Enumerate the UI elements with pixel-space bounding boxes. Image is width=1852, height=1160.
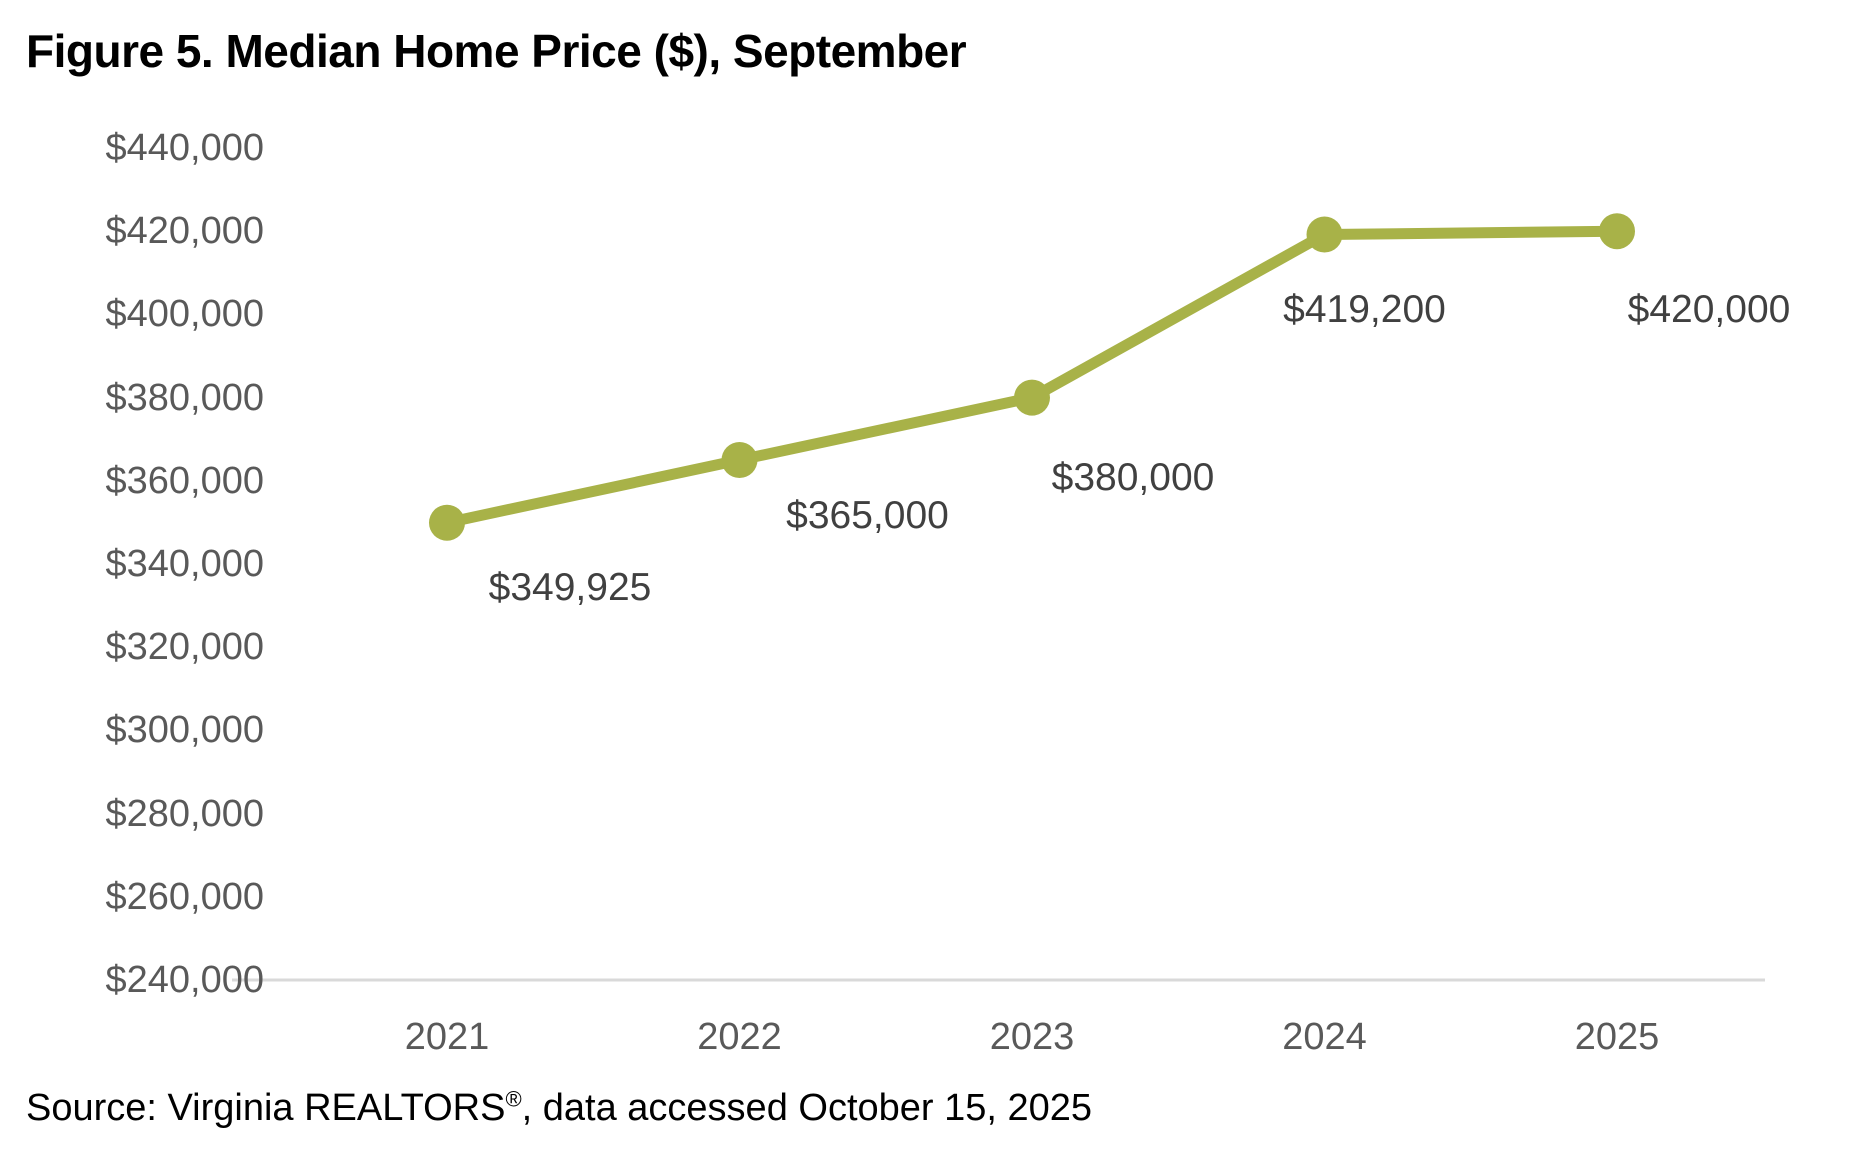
y-tick-label: $400,000 <box>105 293 265 336</box>
data-point-label: $349,925 <box>488 565 652 609</box>
y-tick-label: $300,000 <box>105 709 265 752</box>
source-note: Source: Virginia REALTORS®, data accesse… <box>26 1086 1092 1130</box>
y-tick-label: $340,000 <box>105 543 265 585</box>
chart-title: Figure 5. Median Home Price ($), Septemb… <box>26 25 967 77</box>
y-tick-label: $440,000 <box>105 127 265 169</box>
y-tick-label: $240,000 <box>105 959 265 1001</box>
data-point-marker-2022 <box>721 442 758 478</box>
data-point-marker-2021 <box>429 504 465 541</box>
data-point-label: $419,200 <box>1283 287 1446 331</box>
source-text-suffix: , data accessed October 15, 2025 <box>521 1087 1093 1129</box>
x-tick-label: 2025 <box>1574 1016 1660 1058</box>
source-text-prefix: Source: Virginia REALTORS <box>26 1087 506 1129</box>
data-point-label: $380,000 <box>1051 455 1215 499</box>
x-tick-label: 2023 <box>989 1016 1075 1058</box>
x-tick-label: 2021 <box>404 1016 490 1058</box>
y-tick-label: $320,000 <box>105 626 265 669</box>
y-tick-label: $260,000 <box>105 875 265 918</box>
x-tick-label: 2022 <box>697 1016 782 1058</box>
registered-trademark-symbol: ® <box>505 1086 522 1112</box>
data-point-label: $365,000 <box>786 494 949 537</box>
data-point-label: $420,000 <box>1627 288 1791 332</box>
y-tick-label: $420,000 <box>105 210 265 253</box>
y-tick-label: $280,000 <box>105 792 265 835</box>
x-tick-label: 2024 <box>1282 1016 1367 1058</box>
data-point-marker-2023 <box>1014 379 1050 416</box>
data-point-marker-2024 <box>1306 216 1343 253</box>
data-point-marker-2025 <box>1599 213 1635 250</box>
y-tick-label: $360,000 <box>105 459 265 502</box>
y-tick-label: $380,000 <box>105 376 265 419</box>
